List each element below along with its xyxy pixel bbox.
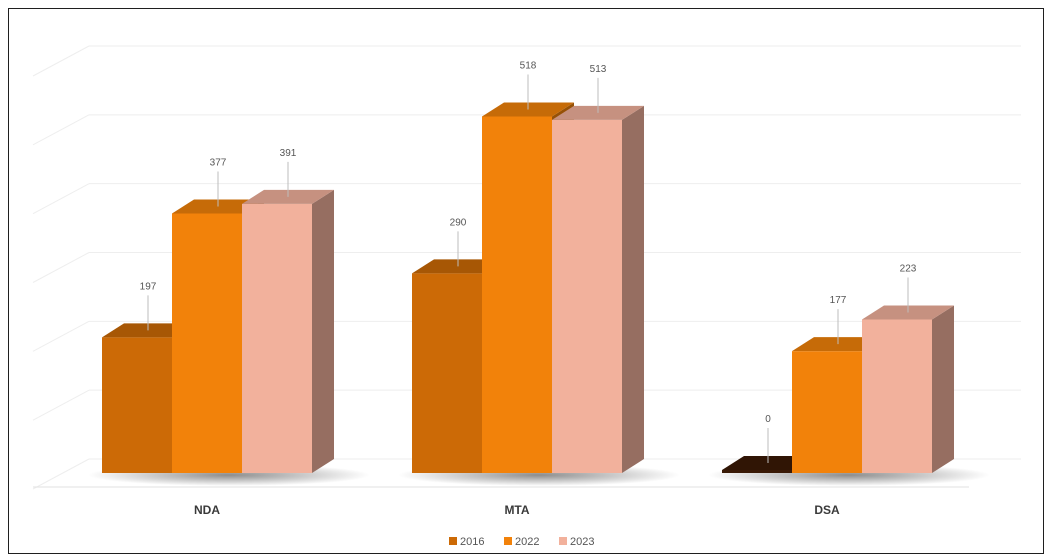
bars	[102, 102, 954, 474]
data-label: 391	[280, 148, 297, 159]
category-label: NDA	[194, 503, 220, 517]
legend-swatch	[449, 537, 457, 545]
legend-swatch	[559, 537, 567, 545]
data-label: 290	[450, 217, 467, 228]
data-label: 0	[765, 414, 771, 425]
bar-nda-2023	[242, 189, 334, 473]
side-gridline	[32, 320, 90, 352]
data-label: 518	[520, 60, 537, 71]
side-gridline	[32, 45, 90, 77]
bar-dsa-2023	[862, 305, 954, 473]
chart-frame: 197 377 391 290 518 513 0 177 223 NDA MTA DSA 2016…	[8, 8, 1044, 554]
category-label: MTA	[504, 503, 529, 517]
category-label: DSA	[814, 503, 840, 517]
data-label: 377	[210, 157, 227, 168]
legend-swatch	[504, 537, 512, 545]
data-label: 223	[900, 264, 917, 275]
legend: 2016 2022 2023	[449, 536, 594, 548]
side-gridline	[32, 458, 90, 490]
bar-chart: 197 377 391 290 518 513 0 177 223 NDA MTA DSA 2016…	[32, 45, 1021, 548]
legend-item: 2016	[449, 536, 484, 548]
category-labels: NDA MTA DSA	[194, 503, 840, 517]
side-gridline	[32, 183, 90, 215]
legend-item: 2022	[504, 536, 539, 548]
data-labels: 197 377 391 290 518 513 0 177 223	[140, 60, 917, 463]
data-label: 513	[590, 64, 607, 75]
legend-item: 2023	[559, 536, 594, 548]
legend-label: 2016	[460, 536, 484, 548]
side-gridline	[32, 389, 90, 421]
side-gridline	[32, 114, 90, 146]
data-label: 197	[140, 281, 157, 292]
side-gridline	[32, 252, 90, 283]
data-label: 177	[830, 295, 847, 306]
legend-label: 2022	[515, 536, 539, 548]
legend-label: 2023	[570, 536, 594, 548]
bar-mta-2023	[552, 105, 644, 473]
